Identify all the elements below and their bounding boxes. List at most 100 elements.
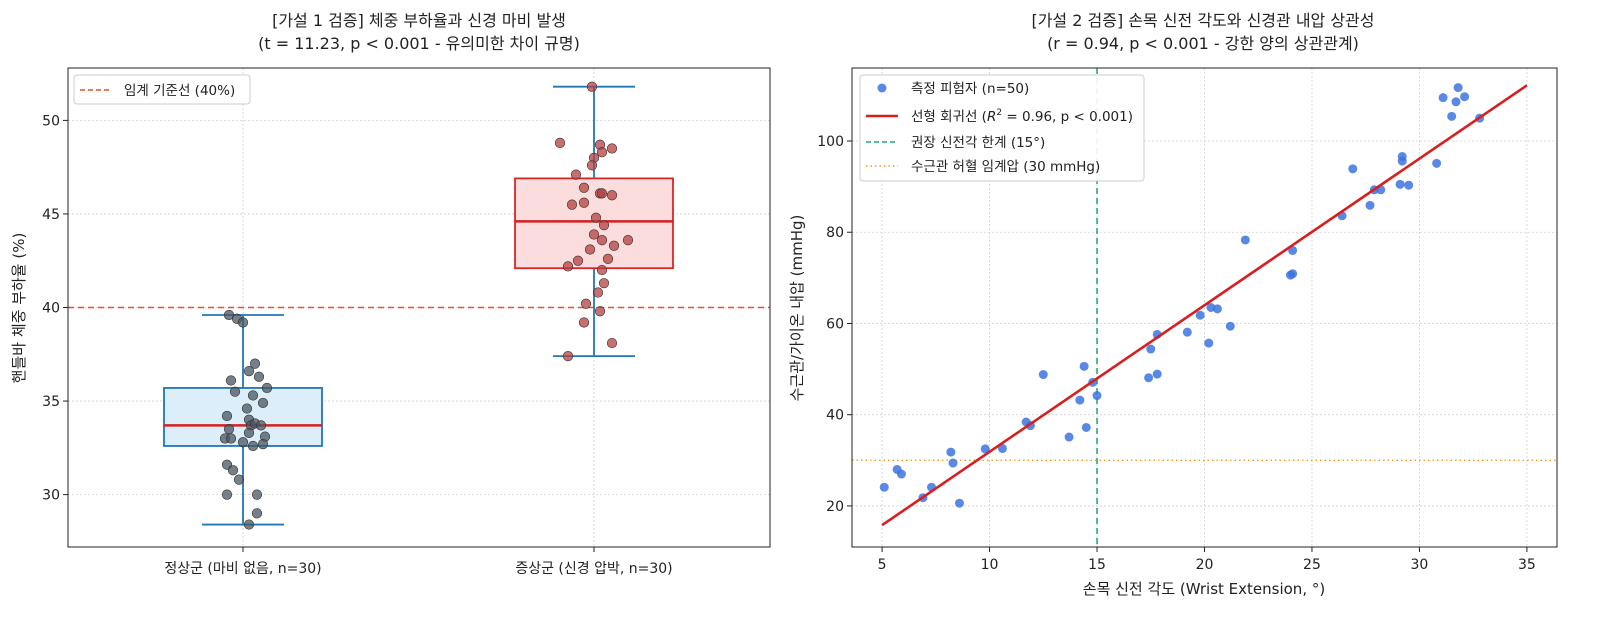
data-point — [598, 220, 610, 231]
left-y-tick-label: 35 — [42, 394, 60, 410]
left-legend: 임계 기준선 (40%) — [73, 74, 251, 105]
data-point — [562, 351, 574, 362]
data-point — [251, 508, 263, 519]
data-point — [578, 182, 590, 193]
data-point — [980, 444, 990, 454]
data-point — [1288, 245, 1298, 255]
data-point — [243, 519, 255, 530]
data-point — [1240, 235, 1250, 245]
data-point — [879, 482, 889, 492]
data-point — [1453, 83, 1463, 93]
data-point — [233, 474, 245, 485]
data-point — [948, 458, 958, 468]
data-point — [1460, 92, 1470, 102]
data-point — [580, 298, 592, 309]
data-point — [253, 371, 265, 382]
data-point — [586, 81, 598, 92]
data-point — [243, 366, 255, 377]
left-chart-subtitle: (t = 11.23, p < 0.001 - 유의미한 차이 규명) — [258, 34, 580, 53]
regression-label-math: R — [987, 109, 996, 125]
data-point — [1092, 391, 1102, 401]
right-chart: [가설 2 검증] 손목 신전 각도와 신경관 내압 상관성 (r = 0.94… — [788, 11, 1558, 598]
data-point — [606, 143, 618, 154]
data-point — [1438, 93, 1448, 103]
right-legend-label-hline: 수근관 허혈 임계압 (30 mmHg) — [911, 159, 1100, 175]
right-x-tick-label: 30 — [1411, 557, 1429, 573]
data-point — [596, 235, 608, 246]
left-y-tick-label: 30 — [42, 488, 60, 504]
left-boxplots — [163, 85, 674, 526]
data-point — [562, 261, 574, 272]
data-point — [622, 235, 634, 246]
left-y-tick-label: 40 — [42, 301, 60, 317]
right-x-ticks: 5 10 15 20 25 30 35 — [878, 547, 1536, 573]
data-point — [1195, 310, 1205, 320]
right-x-tick-label: 5 — [878, 557, 887, 573]
right-x-tick-label: 25 — [1303, 557, 1321, 573]
right-points — [879, 83, 1485, 508]
data-point — [954, 498, 964, 508]
data-point — [598, 278, 610, 289]
data-point — [590, 212, 602, 223]
data-point — [229, 386, 241, 397]
data-point — [257, 438, 269, 450]
regression-label-sup: 2 — [996, 108, 1002, 118]
data-point — [1288, 269, 1298, 279]
right-x-tick-label: 10 — [981, 557, 999, 573]
left-x-ticks: 정상군 (마비 없음, n=30) 증상군 (신경 압박, n=30) — [164, 547, 673, 577]
data-point — [606, 337, 618, 349]
right-x-tick-label: 15 — [1088, 557, 1106, 573]
data-point — [1182, 327, 1192, 337]
left-x-tick-label: 정상군 (마비 없음, n=30) — [164, 561, 321, 577]
data-point — [1432, 158, 1442, 168]
left-y-axis-label: 핸들바 체중 부하율 (%) — [10, 233, 28, 384]
data-point — [896, 469, 906, 479]
left-y-tick-label: 50 — [42, 113, 60, 129]
data-point — [241, 403, 253, 414]
right-legend-label-vline: 권장 신전각 한계 (15°) — [911, 135, 1045, 151]
data-point — [247, 390, 259, 401]
left-chart: [가설 1 검증] 체중 부하율과 신경 마비 발생 (t = 11.23, p… — [10, 11, 771, 577]
right-chart-title: [가설 2 검증] 손목 신전 각도와 신경관 내압 상관성 — [1031, 11, 1374, 30]
right-y-axis-label: 수근관/가이온 내압 (mmHg) — [788, 215, 806, 402]
data-point — [608, 240, 620, 251]
data-point — [1204, 338, 1214, 348]
data-point — [1144, 373, 1154, 383]
left-y-ticks: 30 35 40 45 50 — [42, 113, 68, 504]
right-legend-box — [859, 74, 1145, 182]
left-x-tick-label: 증상군 (신경 압박, n=30) — [515, 561, 672, 577]
data-point — [1365, 200, 1375, 210]
data-point — [1404, 180, 1414, 190]
regression-label-rest: = 0.96, p < 0.001) — [1002, 109, 1133, 125]
right-y-tick-label: 60 — [826, 316, 844, 332]
data-point — [602, 253, 614, 264]
data-point — [554, 137, 566, 148]
left-legend-threshold-label: 임계 기준선 (40%) — [124, 83, 235, 99]
right-legend-label-points: 측정 피험자 (n=50) — [911, 81, 1029, 97]
data-point — [227, 465, 239, 476]
data-point — [1397, 152, 1407, 162]
data-point — [566, 199, 578, 210]
box-iqr — [514, 177, 674, 270]
data-point — [946, 447, 956, 457]
data-point — [1451, 97, 1461, 107]
box-iqr — [163, 387, 323, 447]
regression-line — [881, 84, 1528, 527]
data-point — [592, 287, 604, 298]
data-point — [237, 437, 249, 448]
right-x-tick-label: 20 — [1196, 557, 1214, 573]
data-point — [606, 190, 618, 201]
right-legend: 측정 피험자 (n=50) 선형 회귀선 (R2 = 0.96, p < 0.0… — [859, 74, 1145, 182]
data-point — [1152, 369, 1162, 379]
data-point — [1075, 395, 1085, 405]
right-x-axis-label: 손목 신전 각도 (Wrist Extension, °) — [1083, 580, 1325, 598]
data-point — [225, 433, 237, 444]
data-point — [255, 420, 267, 431]
data-point — [596, 188, 608, 199]
data-point — [1146, 344, 1156, 354]
data-point — [251, 489, 263, 500]
right-x-tick-label: 35 — [1518, 557, 1536, 573]
data-point — [221, 489, 233, 500]
data-point — [237, 317, 249, 328]
right-chart-subtitle: (r = 0.94, p < 0.001 - 강한 양의 상관관계) — [1047, 34, 1359, 53]
